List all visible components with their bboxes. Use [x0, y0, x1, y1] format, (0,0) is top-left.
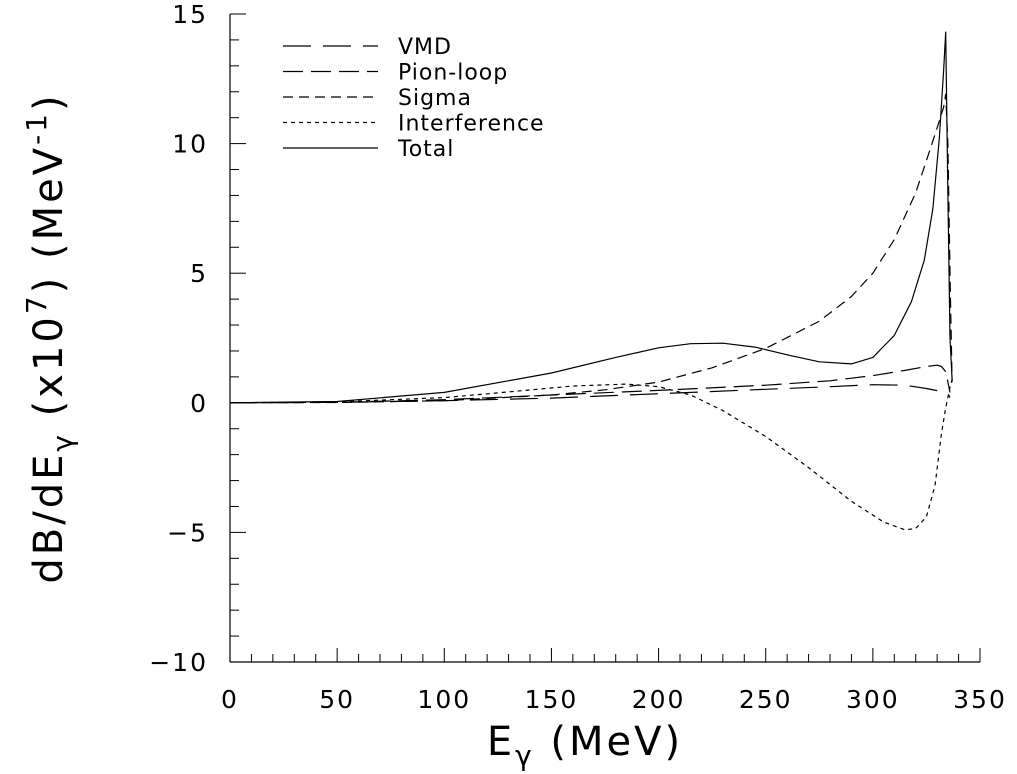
y-tick-label: 0 [190, 389, 208, 418]
y-label-scale: (x10 [26, 314, 72, 432]
y-label-unit-close: ) [26, 92, 72, 111]
y-tick-label: 5 [190, 259, 208, 288]
y-axis-label: dB/dEγ (x107) (MeV-1) [20, 92, 79, 583]
series-vmd [229, 384, 951, 404]
y-label-unit-open: ) (MeV [26, 145, 72, 293]
legend-label-pion-loop: Pion-loop [398, 61, 508, 86]
legend-label-sigma: Sigma [398, 86, 472, 111]
x-tick-label: 250 [739, 685, 793, 714]
legend-label-vmd: VMD [398, 35, 452, 60]
x-tick-label: 350 [953, 685, 1007, 714]
y-label-scale-exponent: 7 [20, 293, 53, 314]
x-tick-label: 150 [525, 685, 579, 714]
y-tick-label: 15 [172, 0, 208, 29]
y-tick-label: −5 [167, 518, 208, 547]
series-group [229, 31, 953, 531]
x-tick-label: 300 [846, 685, 900, 714]
y-tick-label: 10 [172, 130, 208, 159]
x-tick-label: 200 [632, 685, 686, 714]
x-tick-label: 100 [417, 685, 471, 714]
y-axis-ticks: −10 −5 0 5 10 15 [149, 0, 246, 677]
x-axis-label: Eγ (MeV) [487, 719, 683, 772]
series-sigma [229, 93, 953, 404]
x-label-unit: (MeV) [535, 719, 683, 765]
x-label-subscript: γ [515, 739, 535, 772]
x-tick-label: 0 [221, 685, 239, 714]
x-tick-label: 50 [319, 685, 355, 714]
series-total [229, 31, 953, 404]
y-tick-label: −10 [149, 648, 208, 677]
y-label-main: dB/dE [26, 452, 72, 584]
y-label-subscript: γ [46, 432, 79, 452]
legend-label-total: Total [397, 137, 454, 162]
x-axis-ticks: 0 50 100 150 200 250 300 350 [221, 648, 1007, 714]
x-label-symbol: E [487, 719, 515, 765]
series-pion-loop [229, 364, 951, 404]
series-interference [229, 379, 953, 531]
plot-area: 0 50 100 150 200 250 300 350 −10 −5 0 5 10 15 [149, 0, 1007, 714]
legend-label-interference: Interference [398, 112, 545, 137]
y-label-unit-exponent: -1 [20, 111, 53, 145]
